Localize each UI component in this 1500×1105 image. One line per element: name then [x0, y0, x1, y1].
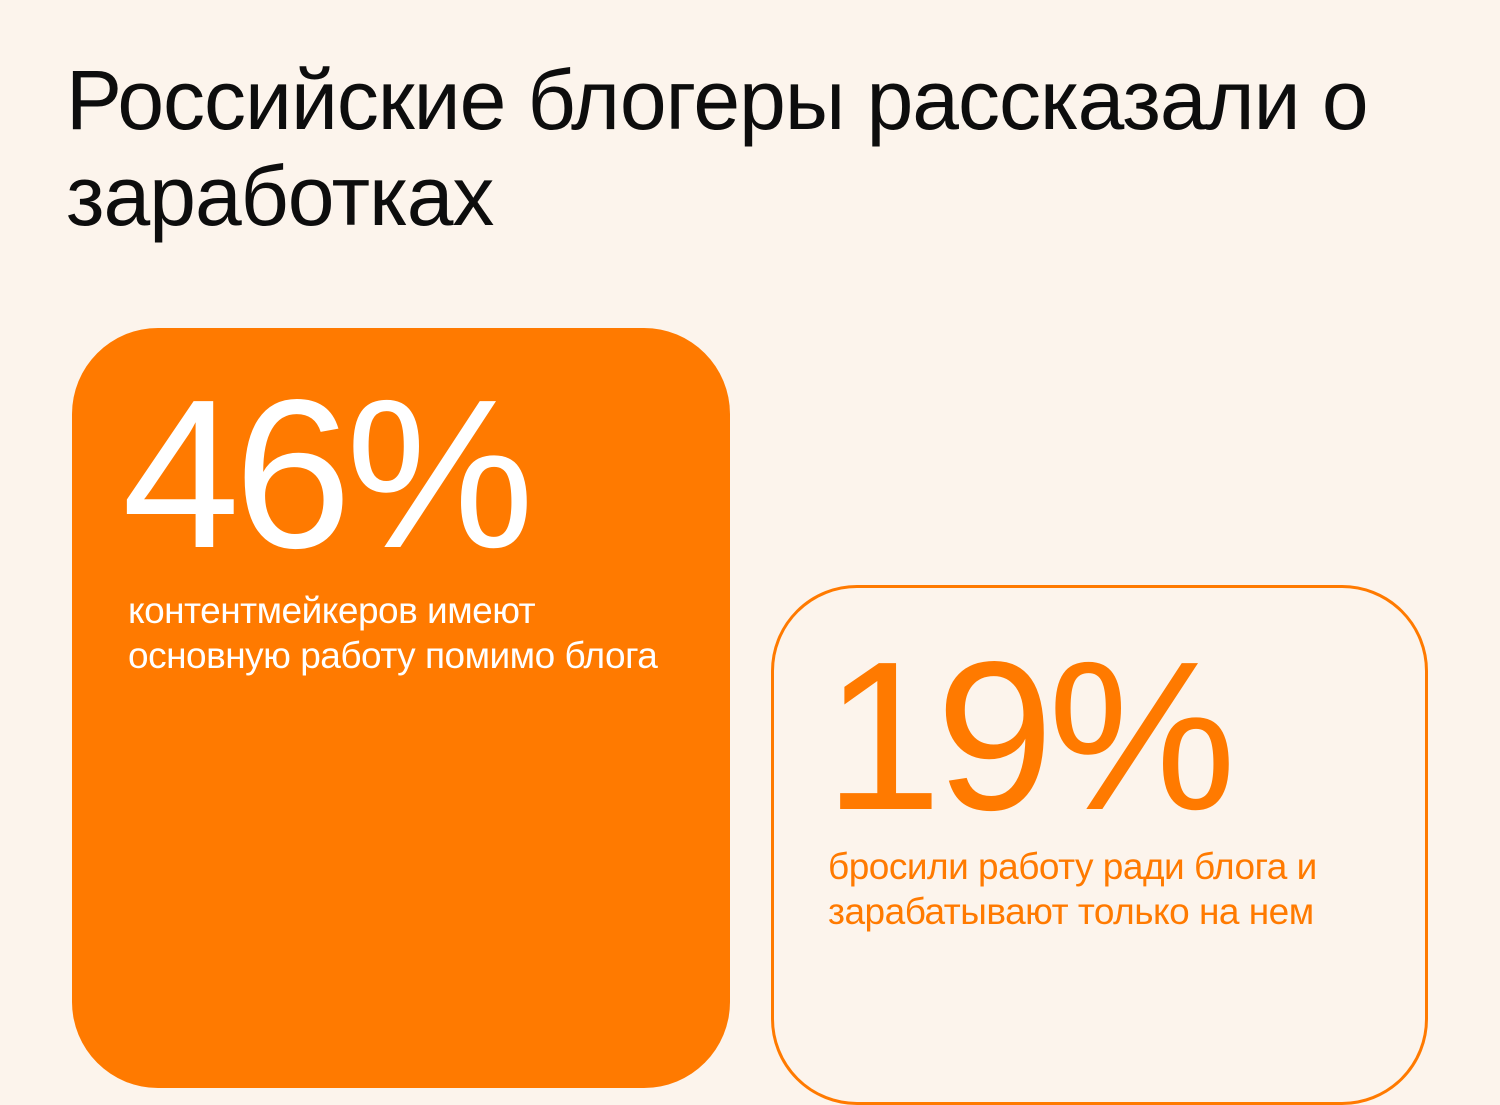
stat-card-main-job: 46% контентмейкеров имеют основную работ…: [72, 328, 730, 1088]
stat-value: 46%: [122, 355, 534, 592]
stat-description: бросили работу ради блога и зарабатывают…: [828, 846, 1317, 932]
stat-value: 19%: [824, 617, 1236, 854]
stat-card-quit-job: 19% бросили работу ради блога и зарабаты…: [771, 585, 1428, 1105]
stat-description: контентмейкеров имеют основную работу по…: [128, 590, 658, 676]
page-title: Российские блогеры рассказали о заработк…: [66, 53, 1369, 243]
